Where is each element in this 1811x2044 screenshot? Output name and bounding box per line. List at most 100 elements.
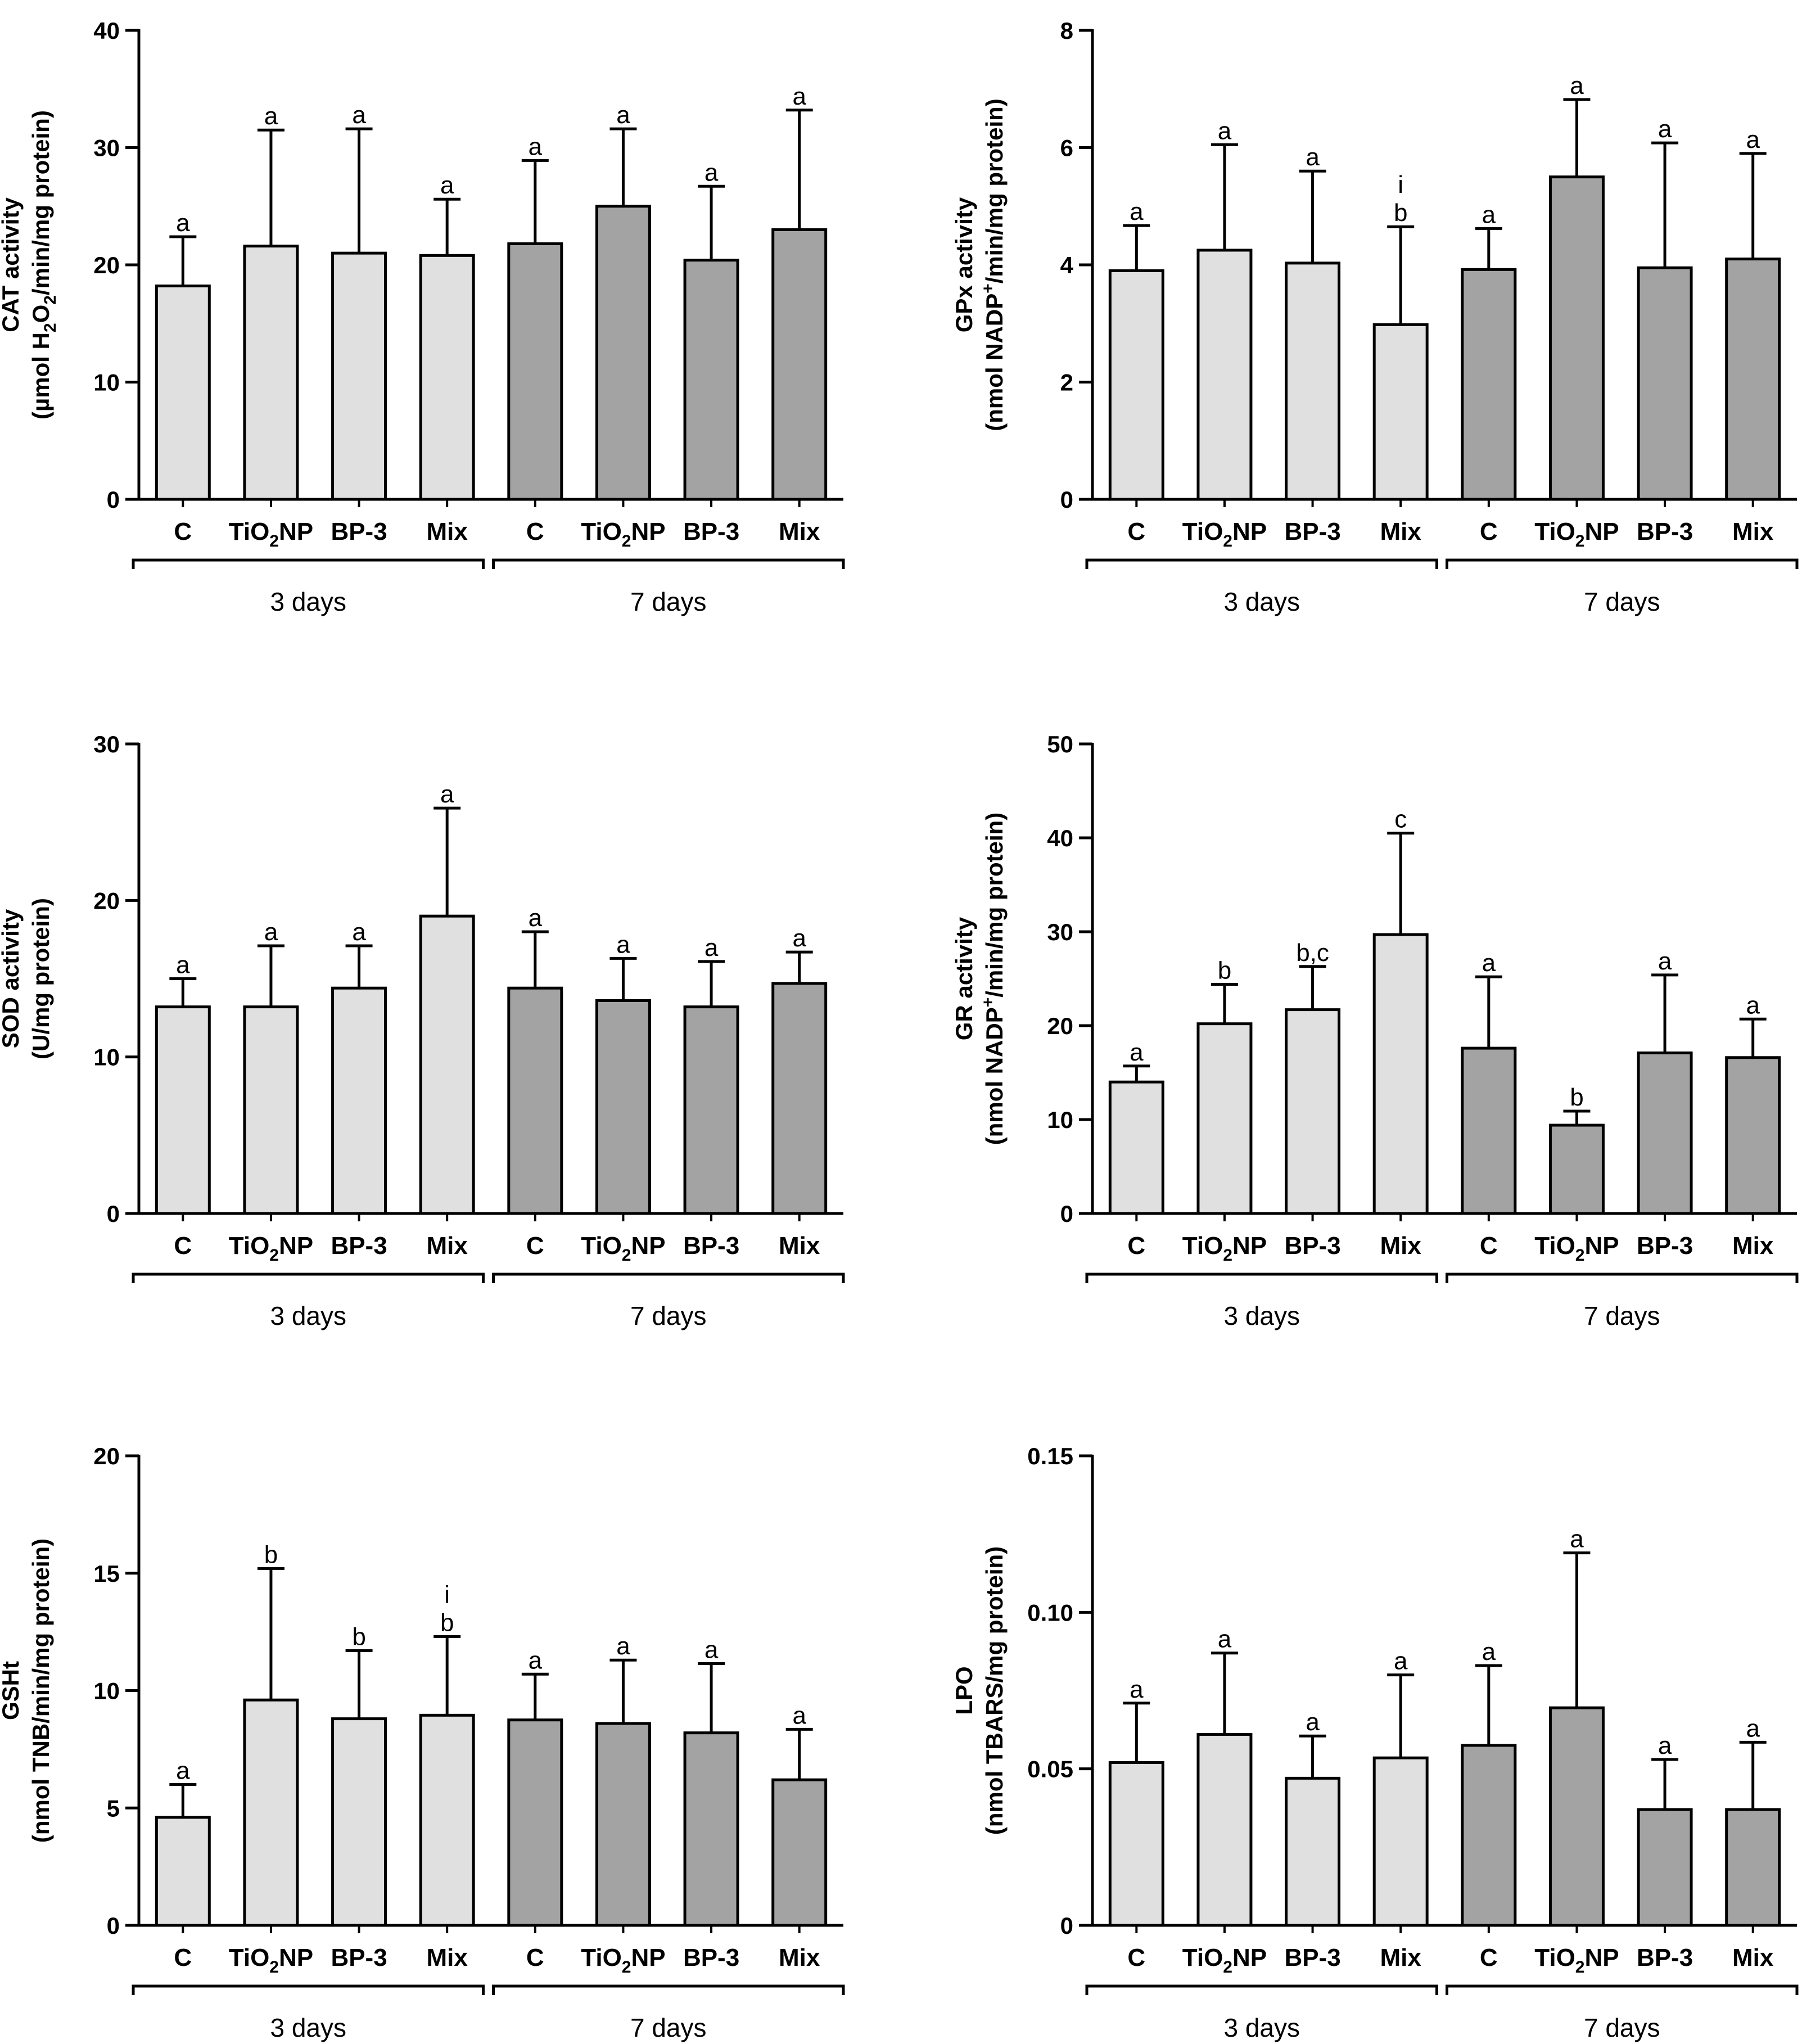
chart-panel-cat: a a a a a a a a 0 10 20 30 40 C TiO2NP BP-3 Mix C TiO2NP BP… [0, 17, 845, 616]
category-label: BP-3 [1637, 1944, 1693, 1971]
group-bracket [492, 558, 845, 569]
y-tick-label: 10 [93, 369, 120, 396]
bar [771, 228, 828, 501]
bar [1372, 933, 1429, 1215]
group-label: 3 days [270, 2013, 346, 2042]
bar [1637, 1051, 1693, 1215]
significance-label: a [1130, 1676, 1144, 1703]
y-tick-label: 0.10 [1027, 1599, 1073, 1626]
significance-label: a [1394, 1648, 1408, 1675]
y-tick-label: 0.05 [1027, 1756, 1073, 1783]
y-tick-label: 20 [1047, 1013, 1073, 1039]
bar [507, 986, 563, 1215]
chart-panel-gpx: a a a bi a a a a 0 2 4 6 8 C TiO2NP BP-3 Mix C TiO2NP BP-3 M… [951, 17, 1799, 616]
category-label: Mix [427, 1232, 468, 1260]
significance-label: b,c [1296, 939, 1329, 967]
bar [419, 254, 475, 501]
significance-label: a [616, 101, 630, 129]
category-label: BP-3 [1637, 1232, 1693, 1260]
category-label: Mix [779, 1232, 820, 1260]
bar [1285, 1008, 1341, 1215]
y-axis-title-line2: (µmol H2O2/min/mg protein) [28, 110, 60, 419]
group-bracket [1446, 1273, 1799, 1283]
bar [1108, 1761, 1164, 1927]
bar [683, 1005, 739, 1215]
category-label: BP-3 [331, 518, 387, 545]
bar [507, 242, 563, 501]
bar [1548, 1706, 1605, 1927]
y-axis-title-line2: (nmol TNB/min/mg protein) [28, 1538, 54, 1843]
bar [1461, 1744, 1517, 1927]
y-axis-title-line1: SOD activity [0, 909, 24, 1048]
category-label: Mix [1380, 518, 1422, 545]
bar [1548, 1123, 1605, 1215]
significance-label: b [264, 1541, 278, 1568]
significance-label: a [529, 133, 543, 160]
category-label: TiO2NP [581, 1232, 665, 1265]
bar [331, 1717, 387, 1927]
y-tick-label: 20 [93, 887, 120, 914]
category-label: C [526, 518, 544, 545]
category-label: Mix [779, 1944, 820, 1971]
group-bracket [132, 1273, 485, 1283]
group-bracket [492, 1984, 845, 1995]
y-axis-title-line1: LPO [951, 1666, 977, 1714]
y-tick-label: 15 [93, 1560, 120, 1587]
significance-label: a [1658, 115, 1672, 143]
y-axis-title-line2: (U/mg protein) [28, 898, 54, 1059]
significance-label: b [1394, 199, 1407, 227]
y-tick-label: 0 [1060, 486, 1073, 513]
category-label: C [1127, 1944, 1145, 1971]
category-label: Mix [1732, 518, 1774, 545]
bar [507, 1718, 563, 1927]
significance-label: a [1482, 949, 1496, 977]
significance-label: a [176, 951, 190, 979]
bar [243, 1005, 299, 1215]
bar [243, 245, 299, 501]
group-bracket [1446, 1984, 1799, 1995]
significance-label: a [176, 209, 190, 237]
significance-label: i [444, 1581, 450, 1608]
category-label: C [1480, 518, 1498, 545]
bar [1285, 1776, 1341, 1927]
bar [1108, 1080, 1164, 1215]
significance-label: a [704, 159, 719, 186]
category-label: Mix [427, 1944, 468, 1971]
significance-label: a [1218, 117, 1232, 145]
bar [419, 1713, 475, 1927]
bar [155, 285, 211, 501]
bar [1461, 1046, 1517, 1215]
group-label: 3 days [1223, 1301, 1300, 1330]
y-tick-label: 6 [1060, 135, 1073, 161]
y-tick-label: 8 [1060, 17, 1073, 44]
group-label: 3 days [1223, 587, 1300, 616]
y-tick-label: 10 [93, 1678, 120, 1704]
y-axis-title-line1: GSHt [0, 1661, 24, 1720]
category-label: TiO2NP [1182, 1232, 1267, 1265]
group-bracket [1085, 1984, 1438, 1995]
group-label: 7 days [1584, 1301, 1660, 1330]
y-tick-label: 0.15 [1027, 1443, 1073, 1469]
significance-label: a [440, 780, 454, 808]
bar [1548, 175, 1605, 501]
y-tick-label: 20 [93, 1443, 120, 1469]
group-bracket [1085, 1273, 1438, 1283]
y-tick-label: 50 [1047, 731, 1073, 757]
chart-panel-lpo: a a a a a a a a 0 0.05 0.10 0.15 C TiO2NP BP-3 Mix C TiO2… [951, 1443, 1799, 2042]
category-label: TiO2NP [581, 1944, 665, 1977]
bar [595, 205, 651, 501]
category-label: Mix [779, 518, 820, 545]
group-bracket [132, 1984, 485, 1995]
significance-label: a [1482, 201, 1496, 228]
y-tick-label: 0 [107, 486, 120, 513]
category-label: C [526, 1232, 544, 1260]
y-axis-title: CAT activity(µmol H2O2/min/mg protein) [0, 110, 60, 419]
bar [1196, 1732, 1253, 1927]
bar [1108, 269, 1164, 501]
y-tick-label: 0 [107, 1912, 120, 1939]
y-axis-title: GR activity(nmol NADP+/min/mg protein) [951, 813, 1008, 1145]
significance-label: a [440, 172, 454, 199]
category-label: BP-3 [1284, 518, 1340, 545]
bar [595, 1722, 651, 1927]
significance-label: b [352, 1623, 365, 1651]
